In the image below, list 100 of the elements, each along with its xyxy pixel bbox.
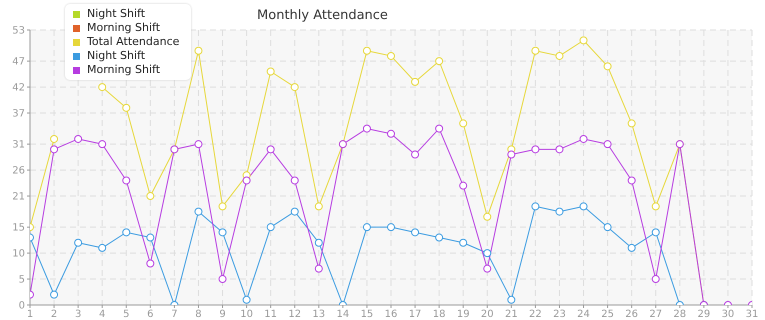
point (266, 223, 275, 232)
y-tick-label: 5 (18, 274, 25, 286)
point (122, 104, 130, 112)
point (242, 176, 251, 184)
point (459, 119, 468, 128)
x-tick-label: 9 (219, 309, 226, 320)
point (580, 202, 588, 210)
x-tick-label: 2 (50, 309, 58, 320)
x-tick-label: 7 (171, 309, 178, 320)
x-tick-label: 25 (601, 309, 614, 320)
legend-label: Morning Shift (87, 21, 160, 35)
point (314, 264, 323, 273)
point (387, 52, 395, 60)
point (362, 223, 371, 232)
point (266, 68, 275, 76)
x-tick-label: 16 (384, 309, 398, 320)
x-tick-label: 21 (504, 309, 518, 320)
point (50, 134, 58, 143)
x-tick-label: 24 (577, 309, 590, 320)
y-tick-label: 26 (12, 166, 25, 177)
point (290, 83, 299, 92)
point (290, 176, 299, 184)
point (387, 223, 395, 232)
x-tick-label: 13 (312, 309, 326, 320)
legend-label: Night Shift (87, 49, 146, 63)
point (387, 130, 395, 138)
x-tick-label: 1 (26, 309, 34, 320)
point (435, 234, 444, 242)
x-tick-label: 29 (698, 309, 710, 320)
point (604, 62, 612, 70)
y-tick-label: 0 (18, 300, 25, 312)
x-tick-label: 17 (408, 309, 422, 320)
point (122, 228, 130, 236)
x-tick-label: 12 (288, 309, 302, 320)
x-tick-label: 19 (456, 309, 470, 320)
point (507, 150, 516, 159)
x-tick-label: 8 (195, 309, 202, 320)
x-tick-label: 5 (123, 309, 130, 320)
chart-title: Monthly Attendance (257, 8, 388, 23)
x-tick-label: 31 (746, 309, 758, 320)
point (218, 228, 227, 236)
point (314, 238, 323, 247)
point (74, 134, 82, 143)
x-tick-label: 28 (673, 309, 686, 320)
point (652, 202, 660, 210)
point (555, 52, 564, 60)
point (507, 296, 516, 304)
x-tick-label: 15 (360, 309, 374, 320)
point (604, 223, 612, 232)
point (580, 134, 588, 143)
point (266, 145, 275, 154)
point (146, 234, 154, 242)
point (146, 259, 154, 268)
point (483, 249, 492, 258)
point (652, 228, 660, 236)
point (98, 140, 106, 148)
point (314, 202, 323, 210)
y-tick-label: 42 (12, 82, 25, 94)
y-tick-label: 53 (12, 26, 25, 37)
point (628, 119, 636, 128)
x-tick-label: 26 (625, 309, 638, 320)
point (411, 228, 420, 236)
x-tick-label: 20 (480, 309, 494, 320)
point (628, 176, 636, 184)
point (98, 83, 106, 92)
point (122, 176, 130, 184)
y-tick-label: 31 (12, 140, 25, 151)
x-tick-label: 6 (147, 309, 154, 320)
point (242, 296, 251, 304)
point (218, 202, 227, 210)
legend-label: Total Attendance (87, 35, 180, 49)
point (483, 264, 492, 273)
point (435, 124, 444, 133)
x-tick-label: 4 (99, 309, 106, 320)
y-tick-label: 21 (12, 192, 25, 203)
point (531, 202, 540, 210)
point (604, 140, 612, 148)
point (555, 208, 564, 216)
point (362, 124, 371, 133)
y-tick-label: 47 (12, 56, 25, 68)
point (50, 290, 58, 299)
point (290, 208, 299, 216)
point (435, 57, 444, 66)
point (146, 192, 154, 200)
x-tick-label: 18 (432, 309, 446, 320)
legend-label: Night Shift (87, 7, 146, 21)
point (580, 36, 588, 44)
point (74, 238, 82, 247)
x-tick-label: 30 (722, 309, 734, 320)
point (531, 46, 540, 55)
x-tick-label: 10 (240, 309, 253, 320)
point (531, 145, 540, 154)
point (98, 244, 106, 252)
y-tick-label: 15 (12, 222, 25, 234)
point (194, 46, 202, 55)
point (411, 150, 420, 159)
x-tick-label: 27 (649, 309, 662, 320)
point (459, 238, 468, 247)
y-tick-label: 10 (12, 248, 25, 260)
point (555, 145, 564, 154)
